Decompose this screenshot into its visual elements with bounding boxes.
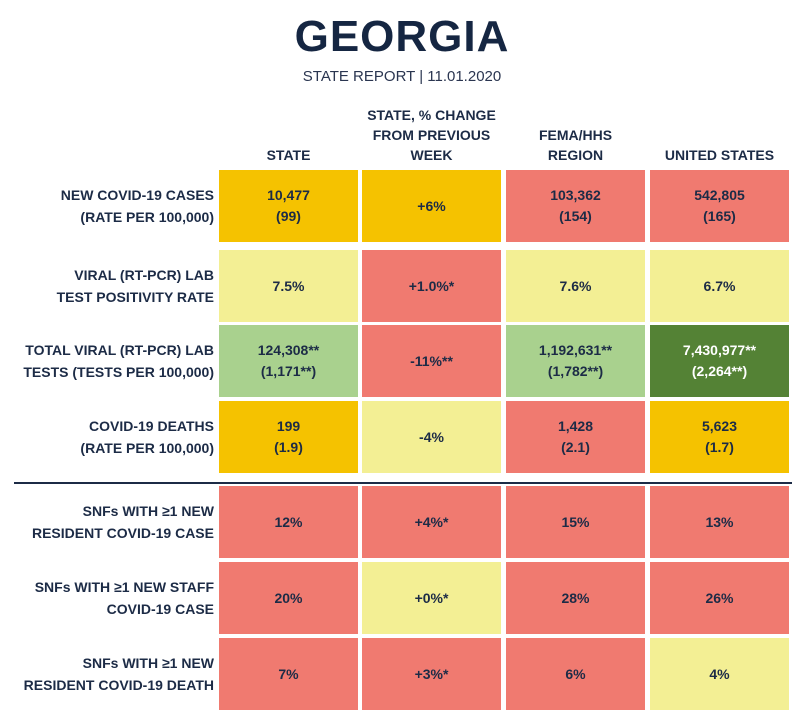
row-label: SNFs WITH ≥1 NEW STAFF COVID-19 CASE — [34, 579, 214, 617]
row-label: TOTAL VIRAL (RT-PCR) LAB TESTS (TESTS PE… — [23, 342, 214, 380]
data-cell-united-states: 4% — [650, 638, 789, 710]
data-cell-pct-change: +6% — [362, 170, 501, 242]
column-header-pct-change: STATE, % CHANGE FROM PREVIOUS WEEK — [367, 107, 496, 163]
column-header-state: STATE — [266, 147, 311, 163]
data-cell-united-states: 7,430,977** (2,264**) — [650, 325, 789, 397]
row-label: SNFs WITH ≥1 NEW RESIDENT COVID-19 CASE — [31, 503, 214, 541]
column-header-region: FEMA/HHS REGION — [538, 127, 613, 163]
data-cell-united-states: 542,805 (165) — [650, 170, 789, 242]
data-cell-united-states: 13% — [650, 486, 789, 558]
data-cell-region: 15% — [506, 486, 645, 558]
data-cell-region: 6% — [506, 638, 645, 710]
data-cell-region: 1,428 (2.1) — [506, 401, 645, 473]
data-cell-state: 12% — [219, 486, 358, 558]
row-label: SNFs WITH ≥1 NEW RESIDENT COVID-19 DEATH — [23, 655, 214, 693]
column-header-united-states: UNITED STATES — [664, 147, 775, 163]
data-cell-pct-change: +3%* — [362, 638, 501, 710]
row-label: VIRAL (RT-PCR) LAB TEST POSITIVITY RATE — [56, 267, 214, 305]
data-cell-united-states: 6.7% — [650, 250, 789, 322]
data-cell-state: 124,308** (1,171**) — [219, 325, 358, 397]
data-cell-pct-change: +4%* — [362, 486, 501, 558]
data-cell-state: 10,477 (99) — [219, 170, 358, 242]
data-cell-united-states: 26% — [650, 562, 789, 634]
row-label: NEW COVID-19 CASES (RATE PER 100,000) — [60, 187, 214, 225]
page-title: GEORGIA — [294, 12, 510, 61]
data-cell-pct-change: +1.0%* — [362, 250, 501, 322]
row-label: COVID-19 DEATHS (RATE PER 100,000) — [80, 418, 214, 456]
data-cell-region: 7.6% — [506, 250, 645, 322]
data-cell-state: 199 (1.9) — [219, 401, 358, 473]
report-subtitle: STATE REPORT | 11.01.2020 — [302, 68, 502, 85]
data-cell-pct-change: -11%** — [362, 325, 501, 397]
data-cell-state: 7.5% — [219, 250, 358, 322]
data-cell-region: 1,192,631** (1,782**) — [506, 325, 645, 397]
data-cell-state: 20% — [219, 562, 358, 634]
section-divider — [14, 482, 792, 484]
data-cell-region: 103,362 (154) — [506, 170, 645, 242]
data-cell-pct-change: +0%* — [362, 562, 501, 634]
data-cell-region: 28% — [506, 562, 645, 634]
data-cell-united-states: 5,623 (1.7) — [650, 401, 789, 473]
data-cell-state: 7% — [219, 638, 358, 710]
data-cell-pct-change: -4% — [362, 401, 501, 473]
